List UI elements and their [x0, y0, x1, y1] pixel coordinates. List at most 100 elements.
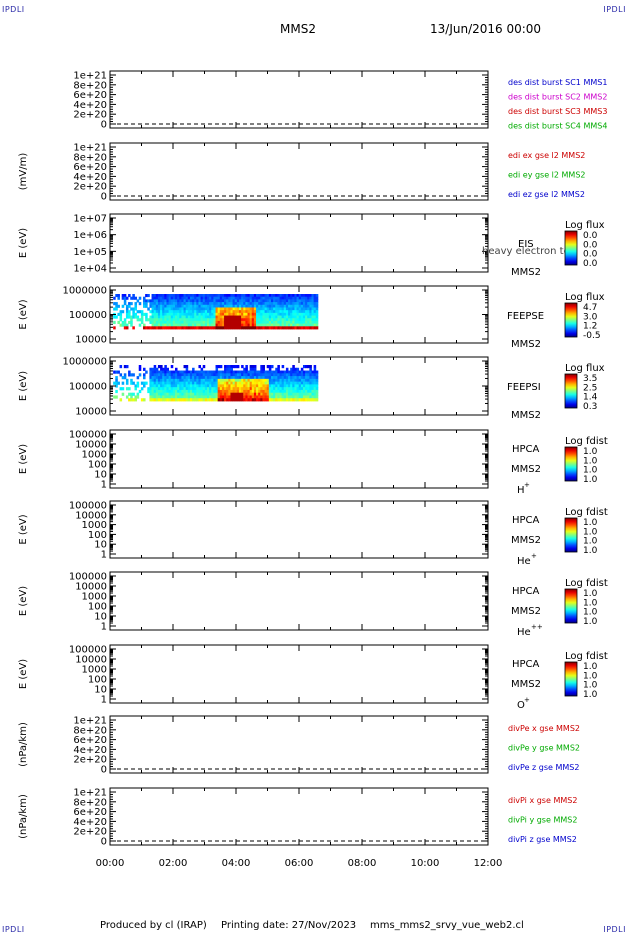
spectrogram-cell: [249, 381, 253, 385]
spectrogram-cell: [232, 389, 236, 394]
spectrogram-cell: [115, 370, 118, 374]
colorbar-tick-label: 1.0: [583, 598, 598, 608]
spectrogram-cell: [119, 315, 123, 319]
spectrogram-cell: [311, 384, 315, 388]
spectrogram-cell: [309, 367, 312, 371]
spectrogram-cell: [251, 296, 255, 300]
spectrogram-cell: [200, 312, 204, 316]
spectrogram-cell: [236, 392, 240, 396]
spectrogram-cell: [296, 296, 300, 300]
spectrogram-cell: [219, 392, 223, 396]
spectrogram-cell: [294, 318, 297, 322]
spectrogram-cell: [305, 312, 308, 316]
spectrogram-cell: [283, 381, 287, 385]
spectrogram-cell: [253, 395, 257, 399]
spectrogram-cell: [245, 398, 248, 402]
spectrogram-cell: [277, 387, 280, 391]
spectrogram-cell: [275, 312, 278, 316]
spectrogram-cell: [228, 370, 231, 374]
spectrogram-cell: [262, 312, 265, 316]
spectrogram-cell: [232, 392, 236, 396]
spectrogram-cell: [181, 381, 184, 385]
colorbar-title: Log fdist: [565, 578, 608, 589]
spectrogram-cell: [151, 376, 155, 380]
spectrogram-cell: [206, 299, 210, 303]
spectrogram-cell: [309, 312, 312, 316]
spectrogram-cell: [164, 378, 167, 383]
spectrogram-cell: [200, 315, 204, 319]
spectrogram-cell: [294, 323, 297, 327]
spectrogram-cell: [283, 302, 287, 306]
spectrogram-cell: [241, 294, 244, 298]
spectrogram-cell: [262, 296, 265, 300]
spectrogram-cell: [311, 320, 315, 325]
spectrogram-cell: [288, 376, 291, 380]
spectrogram-cell: [213, 376, 216, 380]
spectrogram-cell: [196, 299, 199, 303]
spectrogram-cell: [209, 398, 212, 402]
spectrogram-cell: [202, 312, 206, 316]
spectrogram-cell: [136, 381, 140, 385]
spectrogram-cell: [196, 389, 199, 394]
spectrogram-cell: [217, 296, 221, 300]
spectrogram-cell: [155, 307, 159, 311]
spectrogram-cell: [198, 384, 201, 388]
spectrogram-cell: [130, 302, 133, 306]
spectrogram-cell: [221, 318, 225, 322]
spectrogram-cell: [290, 318, 293, 322]
spectrogram-cell: [125, 381, 129, 385]
spectrogram-cell: [117, 381, 120, 385]
spectrogram-cell: [153, 307, 157, 311]
spectrogram-cell: [113, 395, 116, 399]
spectrogram-cell: [204, 387, 208, 391]
spectrogram-cell: [219, 395, 223, 399]
spectrogram-cell: [315, 376, 319, 380]
spectrogram-cell: [290, 315, 293, 319]
spectrogram-cell: [185, 384, 189, 388]
spectrogram-cell: [226, 320, 229, 325]
spectrogram-cell: [160, 302, 163, 306]
spectrogram-cell: [211, 299, 214, 303]
spectrogram-cell: [298, 389, 302, 394]
spectrogram-cell: [181, 296, 184, 300]
spectrogram-cell: [187, 398, 191, 402]
spectrogram-cell: [292, 378, 295, 383]
spectrogram-cell: [177, 296, 180, 300]
spectrogram-cell: [313, 307, 317, 311]
spectrogram-cell: [288, 387, 291, 391]
spectrogram-cell: [177, 299, 180, 303]
spectrogram-cell: [170, 373, 174, 377]
spectrogram-cell: [283, 373, 287, 377]
spectrogram-cell: [232, 299, 236, 303]
spectrogram-cell: [292, 326, 295, 330]
spectrogram-cell: [232, 365, 236, 369]
spectrogram-cell: [311, 299, 315, 303]
spectrogram-cell: [162, 370, 165, 374]
spectrogram-cell: [262, 381, 265, 385]
spectrogram-cell: [226, 312, 229, 316]
spectrogram-cell: [285, 307, 289, 311]
spectrogram-cell: [189, 398, 193, 402]
spectrogram-cell: [245, 378, 248, 383]
colorbar-tick-label: 0.0: [583, 250, 598, 260]
spectrogram-cell: [300, 304, 304, 308]
spectrogram-cell: [273, 395, 276, 399]
spectrogram-cell: [270, 296, 274, 300]
spectrogram-cell: [177, 304, 180, 308]
spectrogram-cell: [143, 367, 146, 371]
spectrogram-cell: [177, 389, 180, 394]
spectrogram-cell: [279, 387, 283, 391]
spectrogram-cell: [313, 367, 317, 371]
spectrogram-cell: [262, 376, 265, 380]
spectrogram-cell: [245, 315, 248, 319]
spectrogram-cell: [183, 365, 187, 369]
spectrogram-cell: [166, 320, 170, 325]
colorbar-tick-label: 1.0: [583, 518, 598, 528]
spectrogram-cell: [243, 395, 246, 399]
spectrogram-cell: [160, 318, 163, 322]
spectrogram-cell: [234, 296, 238, 300]
colorbar: [564, 661, 578, 697]
spectrogram-cell: [307, 398, 310, 402]
spectrogram-cell: [196, 384, 199, 388]
spectrogram-cell: [206, 315, 210, 319]
